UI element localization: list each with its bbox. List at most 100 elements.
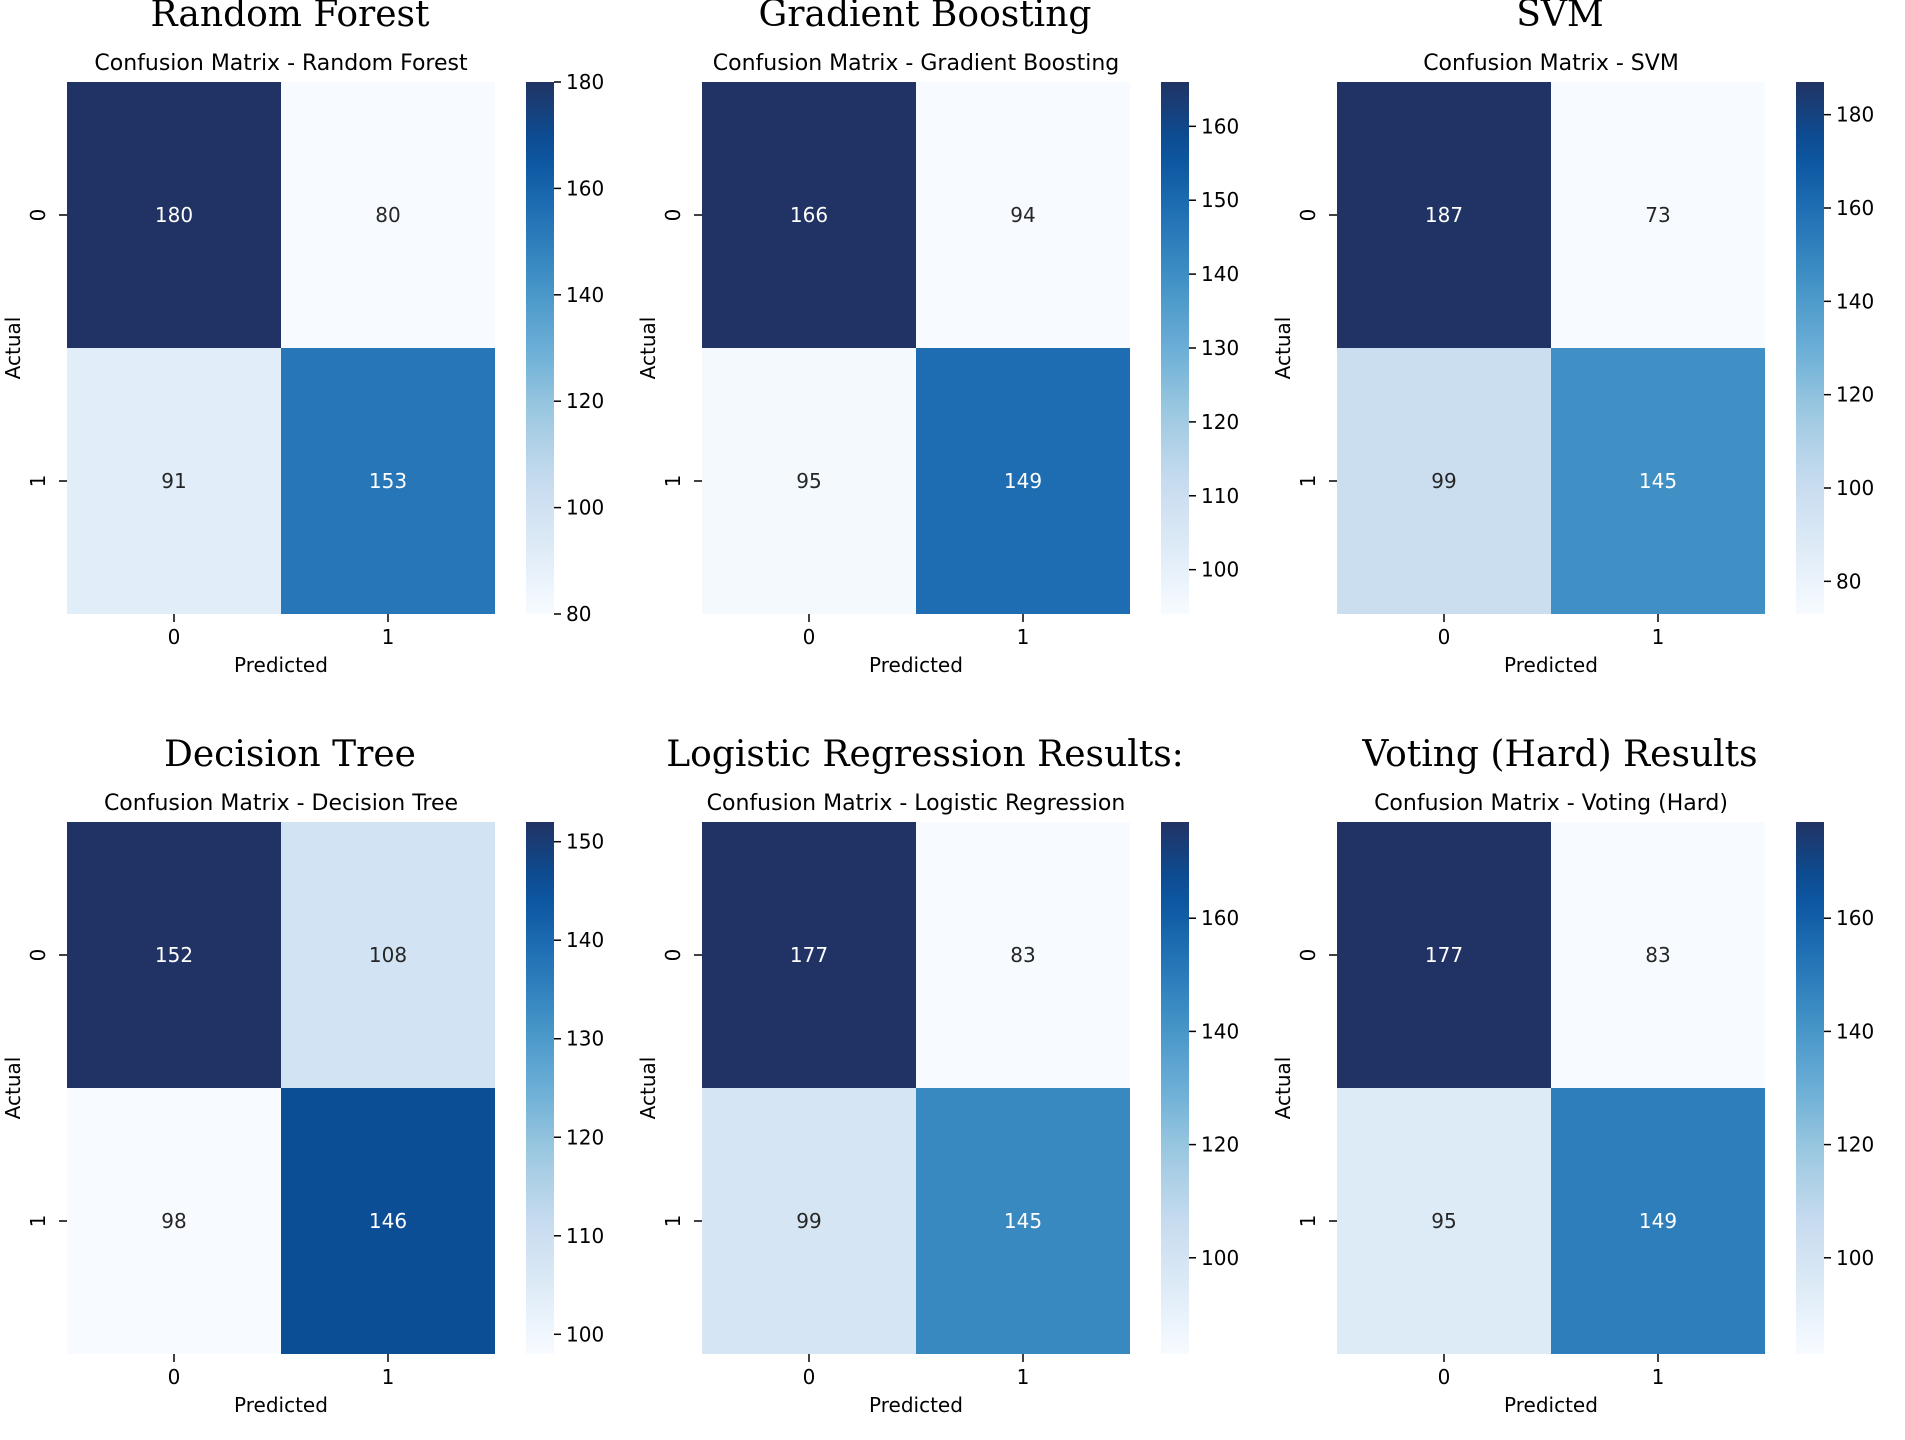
matrix-title: Confusion Matrix - Decision Tree <box>104 791 458 816</box>
cell-value-label: 108 <box>369 943 407 967</box>
cell-value-label: 95 <box>1431 1209 1456 1233</box>
colorbar-tick-label: 150 <box>1201 188 1239 212</box>
cell-value-label: 177 <box>790 943 828 967</box>
x-tick-label: 0 <box>803 1365 816 1389</box>
heatmap-cell-r1-c1 <box>1551 348 1765 614</box>
heatmap-cell-r1-c0 <box>67 1088 281 1354</box>
y-tick-label: 0 <box>661 949 685 962</box>
heatmap-cell-r1-c1 <box>916 348 1130 614</box>
cell-value-label: 99 <box>1431 469 1456 493</box>
x-axis-label: Predicted <box>869 1393 963 1417</box>
panel-title: SVM <box>1516 0 1604 35</box>
cell-value-label: 94 <box>1010 203 1035 227</box>
cell-value-label: 177 <box>1425 943 1463 967</box>
x-tick-label: 0 <box>803 625 816 649</box>
x-axis-label: Predicted <box>1504 1393 1598 1417</box>
colorbar-tick-label: 160 <box>1201 906 1239 930</box>
cell-value-label: 187 <box>1425 203 1463 227</box>
cell-value-label: 91 <box>161 469 186 493</box>
matrix-title: Confusion Matrix - Gradient Boosting <box>713 51 1119 76</box>
x-tick-label: 1 <box>382 1365 395 1389</box>
colorbar-tick-label: 100 <box>566 1322 604 1346</box>
colorbar <box>526 822 554 1354</box>
x-axis-label: Predicted <box>234 653 328 677</box>
cell-value-label: 73 <box>1645 203 1670 227</box>
colorbar-tick-label: 100 <box>566 496 604 520</box>
heatmap-cell-r0-c1 <box>281 822 495 1088</box>
x-tick-label: 0 <box>168 1365 181 1389</box>
x-tick-label: 1 <box>382 625 395 649</box>
matrix-title: Confusion Matrix - Voting (Hard) <box>1374 791 1728 816</box>
y-axis-label: Actual <box>1271 1057 1295 1120</box>
cell-value-label: 83 <box>1010 943 1035 967</box>
cell-value-label: 153 <box>369 469 407 493</box>
colorbar-tick-label: 120 <box>1836 383 1874 407</box>
heatmap-cell-r1-c0 <box>1337 348 1551 614</box>
colorbar-tick-label: 100 <box>1201 558 1239 582</box>
y-axis-label: Actual <box>636 1057 660 1120</box>
colorbar-tick-label: 80 <box>566 602 591 626</box>
colorbar-tick-label: 130 <box>566 1027 604 1051</box>
chart-panel-5: Logistic Regression Results: Confusion Ma… <box>635 734 1275 1440</box>
y-tick-label: 1 <box>661 1215 685 1228</box>
colorbar-tick-label: 120 <box>566 389 604 413</box>
heatmap-cell-r0-c1 <box>916 822 1130 1088</box>
x-tick-label: 0 <box>168 625 181 649</box>
y-tick-label: 0 <box>26 949 50 962</box>
heatmap-cell-r1-c0 <box>702 1088 916 1354</box>
y-axis-label: Actual <box>636 317 660 380</box>
colorbar-tick-label: 180 <box>566 70 604 94</box>
x-tick-label: 0 <box>1438 625 1451 649</box>
colorbar <box>1161 82 1189 614</box>
cell-value-label: 146 <box>369 1209 407 1233</box>
cell-value-label: 166 <box>790 203 828 227</box>
y-axis-label: Actual <box>1271 317 1295 380</box>
heatmap-cell-r0-c0 <box>702 822 916 1088</box>
colorbar-tick-label: 160 <box>566 176 604 200</box>
colorbar-tick-label: 100 <box>1836 1246 1874 1270</box>
cell-value-label: 149 <box>1004 469 1042 493</box>
colorbar-tick-label: 80 <box>1836 569 1861 593</box>
y-tick-label: 1 <box>26 1215 50 1228</box>
cell-value-label: 180 <box>155 203 193 227</box>
colorbar <box>1796 82 1824 614</box>
heatmap-svg: Confusion Matrix - Logistic Regression 17… <box>636 791 1239 1417</box>
cell-value-label: 149 <box>1639 1209 1677 1233</box>
matrix-title: Confusion Matrix - Logistic Regression <box>707 791 1126 816</box>
heatmap-cell-r0-c0 <box>1337 82 1551 348</box>
heatmap-cell-r1-c0 <box>1337 1088 1551 1354</box>
colorbar-tick-label: 120 <box>1836 1133 1874 1157</box>
cell-value-label: 99 <box>796 1209 821 1233</box>
heatmap-cell-r0-c0 <box>702 82 916 348</box>
cell-value-label: 98 <box>161 1209 186 1233</box>
heatmap-cell-r1-c1 <box>281 1088 495 1354</box>
colorbar-tick-label: 110 <box>566 1224 604 1248</box>
y-tick-label: 0 <box>26 209 50 222</box>
x-tick-label: 1 <box>1652 625 1665 649</box>
cell-value-label: 152 <box>155 943 193 967</box>
cell-value-label: 95 <box>796 469 821 493</box>
colorbar-tick-label: 120 <box>1201 1133 1239 1157</box>
y-tick-label: 0 <box>661 209 685 222</box>
colorbar-tick-label: 110 <box>1201 484 1239 508</box>
colorbar-tick-label: 180 <box>1836 103 1874 127</box>
y-axis-label: Actual <box>1 317 25 380</box>
x-axis-label: Predicted <box>234 1393 328 1417</box>
colorbar-tick-label: 120 <box>1201 410 1239 434</box>
panel-title: Gradient Boosting <box>758 0 1092 35</box>
heatmap-cell-r0-c1 <box>916 82 1130 348</box>
colorbar-tick-label: 150 <box>566 830 604 854</box>
cell-value-label: 80 <box>375 203 400 227</box>
colorbar-tick-label: 120 <box>566 1125 604 1149</box>
chart-panel-3: SVM Confusion Matrix - SVM 187 73 99 145 0 1 Pre… <box>1270 0 1905 700</box>
panel-title: Logistic Regression Results: <box>666 734 1184 775</box>
cell-value-label: 145 <box>1639 469 1677 493</box>
heatmap-cell-r0-c0 <box>67 82 281 348</box>
colorbar-tick-label: 140 <box>566 928 604 952</box>
heatmap-cell-r0-c0 <box>67 822 281 1088</box>
colorbar-tick-label: 160 <box>1201 114 1239 138</box>
y-tick-label: 1 <box>1296 1215 1320 1228</box>
panel-title: Decision Tree <box>164 734 416 775</box>
y-axis-label: Actual <box>1 1057 25 1120</box>
